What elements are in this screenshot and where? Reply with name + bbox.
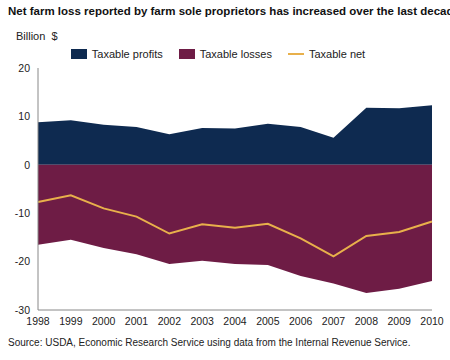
html-text:Taxable profits: Taxable profits xyxy=(91,48,163,60)
html-text:Billion $: Billion $ xyxy=(16,30,58,42)
html-text:Taxable losses: Taxable losses xyxy=(199,48,272,60)
svg-text:2005: 2005 xyxy=(256,315,280,327)
svg-text:-30: -30 xyxy=(15,304,30,316)
svg-text:2002: 2002 xyxy=(158,315,182,327)
svg-text:0: 0 xyxy=(24,159,30,171)
svg-text:2004: 2004 xyxy=(223,315,247,327)
svg-text:2003: 2003 xyxy=(190,315,214,327)
html-text:Source: USDA, Economic Researc: Source: USDA, Economic Research Service … xyxy=(8,337,411,348)
svg-text:2009: 2009 xyxy=(387,315,411,327)
svg-text:1999: 1999 xyxy=(59,315,83,327)
svg-text:2007: 2007 xyxy=(322,315,346,327)
svg-text:2006: 2006 xyxy=(289,315,313,327)
svg-text:20: 20 xyxy=(18,62,30,74)
svg-text:2008: 2008 xyxy=(355,315,379,327)
svg-text:2001: 2001 xyxy=(125,315,149,327)
svg-text:1998: 1998 xyxy=(26,315,50,327)
svg-text:-10: -10 xyxy=(15,207,30,219)
html-text:Taxable net: Taxable net xyxy=(308,48,366,60)
svg-text:10: 10 xyxy=(18,110,30,122)
svg-text:2010: 2010 xyxy=(420,315,442,327)
svg-text:-20: -20 xyxy=(15,255,30,267)
svg-text:2000: 2000 xyxy=(92,315,116,327)
